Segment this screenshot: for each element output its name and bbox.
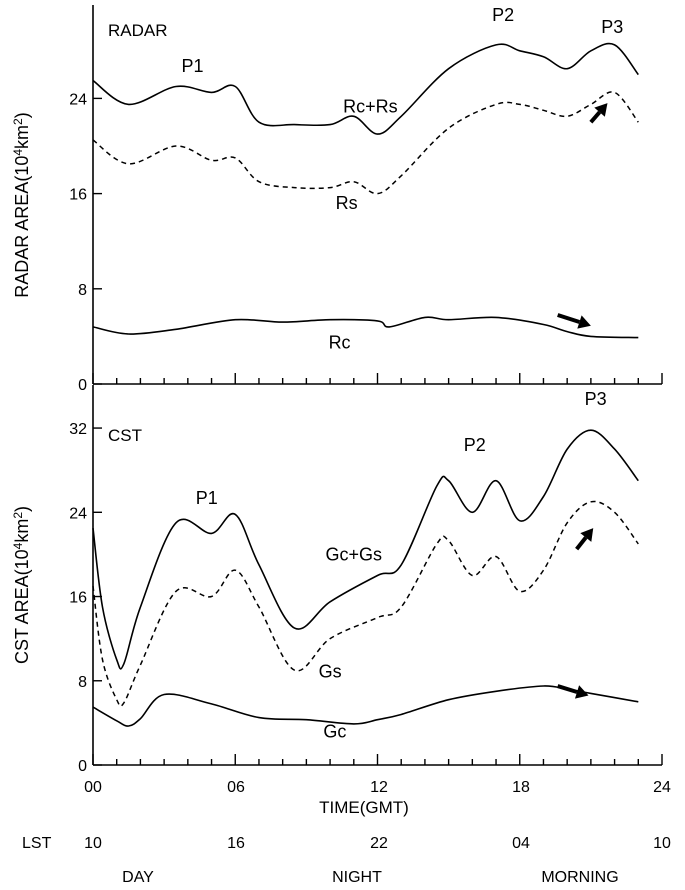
radar-panel: 0 8 16 24 RADAR AREA(104km2) RADAR P1 P2 P3 Rc+Rs… (11, 5, 663, 394)
lst-label-16: 16 (227, 835, 245, 852)
x-tick-label-24: 24 (653, 779, 671, 796)
annotation-p2: P2 (464, 435, 486, 455)
x-tick-label-06: 06 (227, 779, 245, 796)
x-axis-title: TIME(GMT) (319, 798, 409, 817)
y-tick-label: 8 (78, 674, 87, 691)
arrow-0-head (594, 103, 608, 117)
y-axis-title: CST AREA(104km2) (11, 506, 32, 664)
y-tick-label: 16 (69, 590, 87, 607)
lst-title: LST (22, 835, 52, 852)
annotation-gs: Gs (319, 662, 342, 682)
y-tick-label: 0 (78, 758, 87, 775)
arrow-1-head (574, 685, 589, 699)
y-axis-title: RADAR AREA(104km2) (11, 112, 32, 297)
period-label-day: DAY (122, 869, 154, 886)
annotation-p2: P2 (492, 5, 514, 25)
series-line-rc (92, 316, 639, 339)
cst-panel: 0 8 16 24 32 CST AREA(104km2) CST P1 P2 P3 Gc+Gs Gs… (11, 385, 663, 775)
lst-label-22: 22 (370, 835, 388, 852)
arrow-1-shaft (557, 313, 581, 324)
lst-label-04: 04 (512, 835, 530, 852)
arrow-1-head (577, 315, 591, 329)
annotation-p3: P3 (601, 17, 623, 37)
annotation-rc-plus-rs: Rc+Rs (343, 97, 398, 117)
arrow-1-shaft (557, 684, 578, 694)
annotation-p1: P1 (182, 56, 204, 76)
y-tick-label: 24 (69, 91, 87, 108)
panel-label: RADAR (108, 21, 168, 40)
annotation-rs: Rs (336, 193, 358, 213)
annotation-gc-plus-gs: Gc+Gs (326, 545, 383, 565)
annotation-p1: P1 (196, 488, 218, 508)
y-tick-label: 32 (69, 421, 87, 438)
x-tick-label-12: 12 (370, 779, 388, 796)
y-tick-label: 16 (69, 187, 87, 204)
arrow-0-shaft (589, 110, 602, 124)
series-line-rc-plus-rs (92, 42, 639, 135)
y-tick-label: 0 (78, 377, 87, 394)
panel-label: CST (108, 426, 142, 445)
series-line-gs (92, 500, 639, 708)
annotation-p3: P3 (585, 389, 607, 409)
series-line-gc (92, 685, 639, 727)
x-tick-label-00: 00 (84, 779, 102, 796)
period-label-morning: MORNING (541, 869, 618, 886)
y-tick-label: 8 (78, 282, 87, 299)
annotation-rc: Rc (329, 332, 351, 352)
period-label-night: NIGHT (332, 869, 382, 886)
arrow-0-head (580, 528, 594, 542)
arrow-0-shaft (575, 536, 588, 551)
y-tick-label: 24 (69, 505, 87, 522)
x-tick-label-18: 18 (512, 779, 530, 796)
series-line-gc-plus-gs (92, 429, 639, 670)
annotation-gc: Gc (323, 722, 346, 742)
lst-label-10-a: 10 (84, 835, 102, 852)
lst-label-10-b: 10 (653, 835, 671, 852)
